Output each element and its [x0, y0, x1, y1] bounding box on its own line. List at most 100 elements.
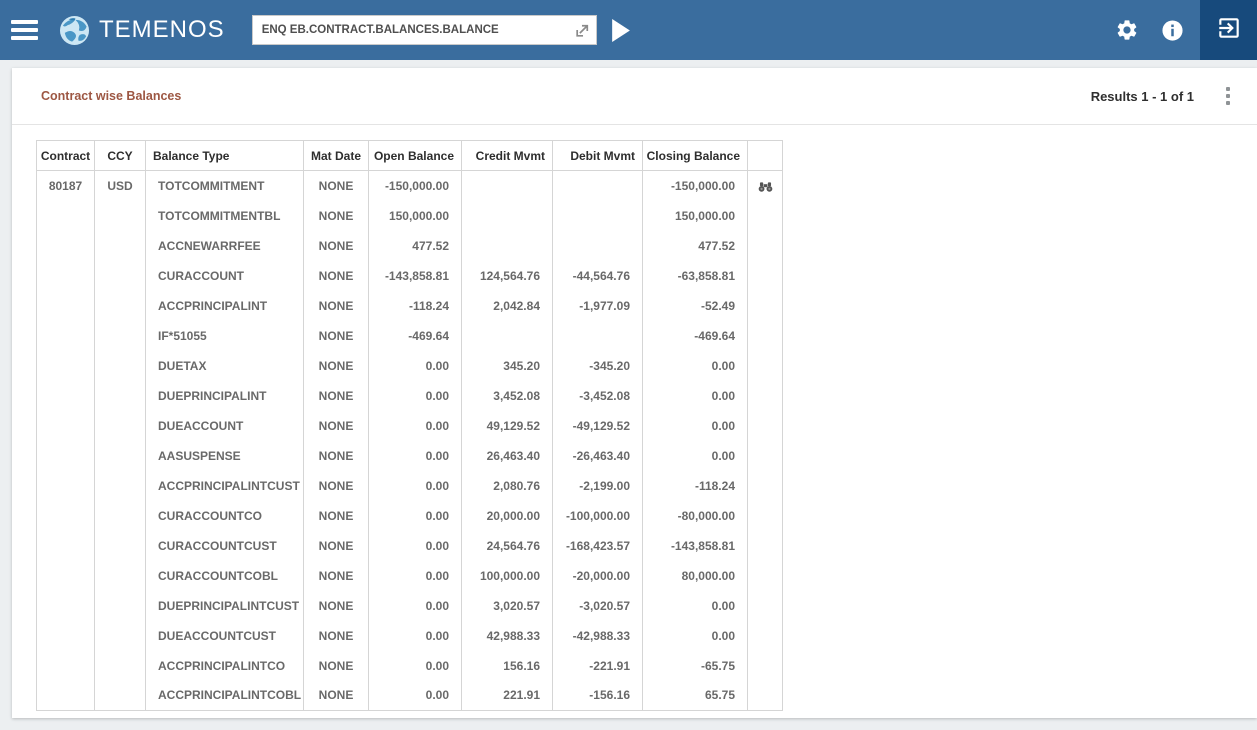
cell-balance-type: TOTCOMMITMENT: [145, 170, 304, 201]
cell-debit-mvmt: -168,423.57: [552, 530, 643, 561]
column-header: Balance Type: [145, 140, 304, 171]
cell-debit-mvmt: -2,199.00: [552, 470, 643, 501]
cell-open-balance: 0.00: [368, 590, 462, 621]
cell-action-empty: [747, 320, 783, 351]
column-header: [747, 140, 783, 171]
run-command-icon[interactable]: [610, 18, 631, 43]
cell-contract: [36, 380, 95, 411]
cell-action-empty: [747, 620, 783, 651]
cell-closing-balance: -80,000.00: [642, 500, 748, 531]
cell-credit-mvmt: 156.16: [461, 650, 553, 681]
table-row: ACCPRINCIPALINTCUST NONE 0.00 2,080.76 -2,19…: [36, 470, 783, 501]
cell-open-balance: -150,000.00: [368, 170, 462, 201]
table-row: DUEPRINCIPALINTCUST NONE 0.00 3,020.57 -3,02…: [36, 590, 783, 621]
cell-balance-type: DUETAX: [145, 350, 304, 381]
cell-debit-mvmt: -44,564.76: [552, 260, 643, 291]
cell-closing-balance: 0.00: [642, 440, 748, 471]
menu-bar: [11, 36, 38, 40]
panel-header: Contract wise Balances Results 1 - 1 of …: [12, 68, 1257, 125]
cell-closing-balance: -118.24: [642, 470, 748, 501]
enquiry-panel: Contract wise Balances Results 1 - 1 of …: [12, 68, 1257, 718]
column-header: Credit Mvmt: [461, 140, 553, 171]
cell-closing-balance: 0.00: [642, 590, 748, 621]
info-icon[interactable]: [1161, 19, 1184, 42]
cell-action-empty: [747, 560, 783, 591]
cell-contract: [36, 440, 95, 471]
cell-contract: [36, 530, 95, 561]
cell-open-balance: -469.64: [368, 320, 462, 351]
cell-action-empty: [747, 290, 783, 321]
cell-mat-date: NONE: [303, 470, 369, 501]
cell-mat-date: NONE: [303, 260, 369, 291]
cell-mat-date: NONE: [303, 200, 369, 231]
table-row: CURACCOUNT NONE -143,858.81 124,564.76 -44,5…: [36, 260, 783, 291]
cell-credit-mvmt: 3,020.57: [461, 590, 553, 621]
cell-debit-mvmt: -26,463.40: [552, 440, 643, 471]
cell-closing-balance: 0.00: [642, 350, 748, 381]
table-row: AASUSPENSE NONE 0.00 26,463.40 -26,463.40 0.0…: [36, 440, 783, 471]
cell-ccy: [94, 560, 146, 591]
cell-ccy: USD: [94, 170, 146, 201]
cell-action-empty: [747, 440, 783, 471]
cell-action-empty: [747, 200, 783, 231]
cell-open-balance: 0.00: [368, 500, 462, 531]
settings-gear-icon[interactable]: [1115, 18, 1139, 42]
cell-credit-mvmt: [461, 170, 553, 201]
cell-balance-type: ACCPRINCIPALINT: [145, 290, 304, 321]
cell-contract: [36, 230, 95, 261]
cell-balance-type: DUEACCOUNTCUST: [145, 620, 304, 651]
cell-open-balance: 150,000.00: [368, 200, 462, 231]
cell-balance-type: CURACCOUNTCOBL: [145, 560, 304, 591]
cell-mat-date: NONE: [303, 620, 369, 651]
cell-mat-date: NONE: [303, 410, 369, 441]
cell-mat-date: NONE: [303, 350, 369, 381]
cell-contract: [36, 200, 95, 231]
cell-ccy: [94, 260, 146, 291]
sign-out-button[interactable]: [1200, 0, 1257, 60]
cell-debit-mvmt: [552, 230, 643, 261]
cell-credit-mvmt: 2,042.84: [461, 290, 553, 321]
cell-contract: 80187: [36, 170, 95, 201]
cell-action-empty: [747, 530, 783, 561]
cell-mat-date: NONE: [303, 440, 369, 471]
cell-debit-mvmt: -1,977.09: [552, 290, 643, 321]
table-row: ACCPRINCIPALINT NONE -118.24 2,042.84 -1,977…: [36, 290, 783, 321]
results-table: Contract CCY Balance Type Mat Date Open Bala…: [36, 140, 783, 711]
more-options-icon[interactable]: [1224, 82, 1232, 110]
view-details-icon[interactable]: [747, 170, 783, 201]
command-input[interactable]: [251, 15, 597, 45]
cell-debit-mvmt: -42,988.33: [552, 620, 643, 651]
table-row: DUEACCOUNTCUST NONE 0.00 42,988.33 -42,988.3…: [36, 620, 783, 651]
table-row: DUETAX NONE 0.00 345.20 -345.20 0.00: [36, 350, 783, 381]
globe-icon: [59, 15, 90, 46]
brand-name: TEMENOS: [99, 16, 225, 43]
cell-open-balance: 0.00: [368, 350, 462, 381]
cell-action-empty: [747, 380, 783, 411]
expand-command-icon[interactable]: [574, 22, 591, 39]
cell-balance-type: AASUSPENSE: [145, 440, 304, 471]
cell-open-balance: 0.00: [368, 440, 462, 471]
table-header-row: Contract CCY Balance Type Mat Date Open Bala…: [36, 140, 783, 171]
cell-debit-mvmt: -100,000.00: [552, 500, 643, 531]
cell-debit-mvmt: -156.16: [552, 680, 643, 711]
cell-ccy: [94, 470, 146, 501]
cell-closing-balance: 0.00: [642, 380, 748, 411]
cell-credit-mvmt: 20,000.00: [461, 500, 553, 531]
cell-credit-mvmt: 42,988.33: [461, 620, 553, 651]
cell-ccy: [94, 380, 146, 411]
cell-contract: [36, 620, 95, 651]
menu-icon[interactable]: [11, 16, 38, 44]
cell-credit-mvmt: 24,564.76: [461, 530, 553, 561]
table-body: 80187 USD TOTCOMMITMENT NONE -150,000.00 -150…: [36, 170, 783, 711]
cell-credit-mvmt: 26,463.40: [461, 440, 553, 471]
cell-open-balance: 0.00: [368, 410, 462, 441]
menu-bar: [11, 28, 38, 32]
cell-mat-date: NONE: [303, 500, 369, 531]
cell-credit-mvmt: 124,564.76: [461, 260, 553, 291]
cell-contract: [36, 290, 95, 321]
column-header: CCY: [94, 140, 146, 171]
cell-action-empty: [747, 350, 783, 381]
cell-balance-type: ACCPRINCIPALINTCOBL: [145, 680, 304, 711]
cell-closing-balance: -469.64: [642, 320, 748, 351]
cell-mat-date: NONE: [303, 230, 369, 261]
